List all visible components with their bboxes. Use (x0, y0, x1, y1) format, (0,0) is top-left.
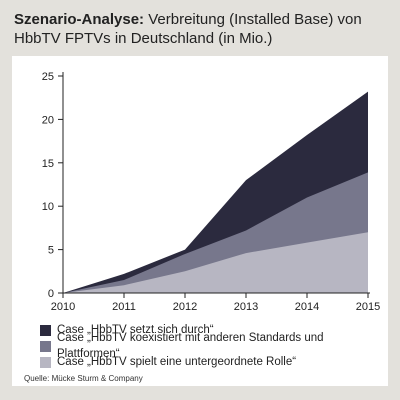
area-series-case-3 (63, 232, 368, 293)
chart-panel: 0 5 10 15 20 25 2010 2011 2012 2013 2014 2015 Case … (12, 56, 388, 386)
legend-swatch-case-3 (40, 356, 51, 368)
x-tick-label-2011: 2011 (112, 301, 136, 313)
legend-label-case-1: Case „HbbTV setzt sich durch“ (57, 324, 214, 336)
x-tick-label-2015: 2015 (356, 301, 380, 313)
legend-item-case-3: Case „HbbTV spielt eine untergeordnete R… (40, 354, 388, 370)
x-tick-label-2012: 2012 (173, 301, 197, 313)
x-tick-label-2013: 2013 (234, 301, 258, 313)
x-tick-label-2010: 2010 (51, 301, 75, 313)
legend-swatch-case-2 (40, 340, 51, 352)
y-tick-label-0: 0 (48, 288, 54, 300)
legend-label-case-3: Case „HbbTV spielt eine untergeordnete R… (57, 356, 297, 368)
y-tick-label-10: 10 (42, 201, 54, 213)
legend-label-case-2: Case „HbbTV koexistiert mit anderen Stan… (57, 332, 324, 360)
area-chart: 0 5 10 15 20 25 2010 2011 2012 2013 2014 2015 (42, 71, 380, 313)
y-tick-label-20: 20 (42, 114, 54, 126)
chart-title: Szenario-Analyse: Verbreitung (Installed… (14, 10, 390, 48)
source-note: Quelle: Mücke Sturm & Company (24, 374, 143, 383)
legend: Case „HbbTV setzt sich durch“ Case „HbbT… (40, 322, 388, 370)
chart-title-bold: Szenario-Analyse: (14, 11, 145, 28)
y-tick-label-5: 5 (48, 245, 54, 257)
x-tick-label-2014: 2014 (295, 301, 319, 313)
legend-swatch-case-1 (40, 324, 51, 336)
chart-title-rest: Verbreitung (Installed Base) von HbbTV F… (14, 11, 362, 47)
y-tick-label-15: 15 (42, 158, 54, 170)
legend-item-case-1: Case „HbbTV setzt sich durch“ (40, 322, 388, 338)
y-tick-label-25: 25 (42, 71, 54, 83)
legend-item-case-2: Case „HbbTV koexistiert mit anderen Stan… (40, 332, 388, 360)
